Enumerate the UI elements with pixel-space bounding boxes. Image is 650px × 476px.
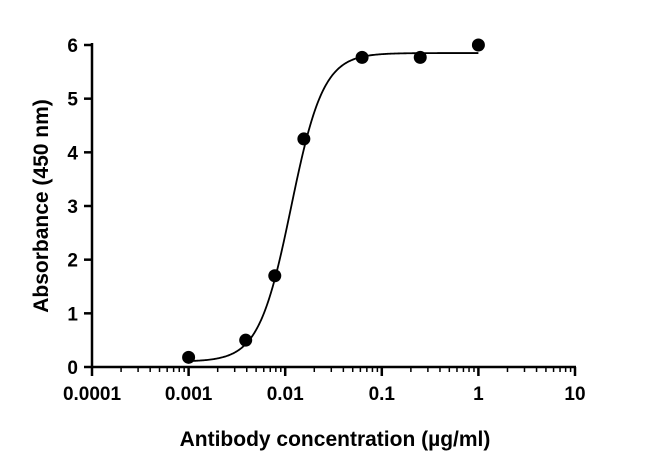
y-tick-label: 6 bbox=[67, 36, 78, 57]
x-tick-label: 0.001 bbox=[165, 384, 213, 405]
x-axis-title: Antibody concentration (µg/ml) bbox=[180, 428, 491, 451]
x-tick-label: 0.1 bbox=[369, 384, 396, 405]
data-point bbox=[268, 269, 282, 283]
x-axis-ticks: 0.0001 0.001 0.01 0.1 1 10 bbox=[63, 367, 586, 405]
data-point bbox=[471, 38, 485, 52]
y-tick-label: 0 bbox=[67, 358, 78, 379]
data-point bbox=[413, 50, 427, 64]
y-axis-title: Absorbance (450 nm) bbox=[30, 99, 53, 313]
y-tick-label: 2 bbox=[67, 251, 78, 272]
x-tick-label: 10 bbox=[564, 384, 585, 405]
data-point bbox=[182, 350, 196, 364]
x-tick-label: 0.01 bbox=[267, 384, 304, 405]
y-tick-label: 4 bbox=[67, 143, 78, 164]
fit-curve bbox=[188, 52, 479, 362]
x-tick-label: 1 bbox=[473, 384, 484, 405]
x-tick-label: 0.0001 bbox=[63, 384, 122, 405]
y-tick-label: 1 bbox=[67, 304, 78, 325]
data-point bbox=[297, 132, 311, 146]
y-tick-label: 3 bbox=[67, 197, 78, 218]
y-tick-label: 5 bbox=[67, 90, 78, 111]
y-axis-ticks: 0 1 2 3 4 5 6 bbox=[67, 36, 92, 379]
data-point bbox=[355, 50, 369, 64]
data-points bbox=[182, 38, 485, 364]
data-point bbox=[239, 333, 253, 347]
